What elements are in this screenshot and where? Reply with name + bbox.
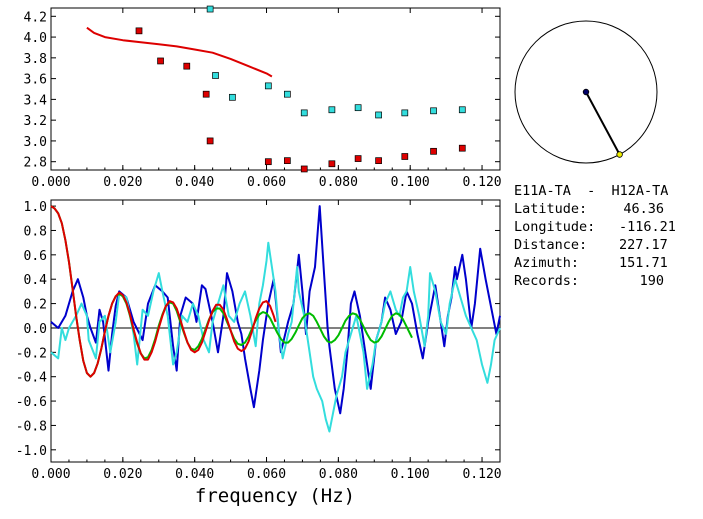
waveform-y-tick-label: -0.4 xyxy=(16,371,47,386)
latitude-value: 46.36 xyxy=(623,201,664,217)
red-data-point xyxy=(183,62,191,70)
station-center-dot xyxy=(582,88,590,96)
cyan-data-point xyxy=(430,107,437,115)
records-label: Records: xyxy=(514,273,580,289)
dispersion-panel: 0.000 0.020 0.040 0.060 0.080 0.100 0.120 2.8 3.… xyxy=(24,5,502,190)
dispersion-plot-frame xyxy=(50,7,501,171)
red-data-point xyxy=(354,155,362,162)
waveform-y-tick-label: -1.0 xyxy=(16,444,47,459)
cyan-data-point xyxy=(401,109,409,117)
waveform-y-tick-label: 0.4 xyxy=(24,273,48,288)
red-data-point xyxy=(375,157,382,165)
dispersion-y-tick-label: 3.2 xyxy=(24,114,47,129)
distance-label: Distance: xyxy=(514,237,588,253)
info-row-distance: Distance: 227.17 xyxy=(514,236,699,254)
dispersion-y-tick-label: 2.8 xyxy=(24,156,47,171)
records-value: 190 xyxy=(639,273,664,289)
red-series-line xyxy=(50,205,277,378)
waveform-x-tick-label: 0.080 xyxy=(319,467,358,482)
azimuth-line xyxy=(585,91,621,155)
red-data-point xyxy=(328,160,336,168)
longitude-label: Longitude: xyxy=(514,219,596,235)
cyan-series-line xyxy=(50,241,501,433)
info-row-longitude: Longitude: -116.21 xyxy=(514,218,699,236)
waveform-x-tick-label: 0.040 xyxy=(175,467,214,482)
waveform-x-tick-label: 0.120 xyxy=(462,467,501,482)
waveform-ticks: 0.000 0.020 0.040 0.060 0.080 0.100 0.120 1.0 0.… xyxy=(16,200,502,482)
cyan-data-point xyxy=(229,93,236,101)
dispersion-ticks: 0.000 0.020 0.040 0.060 0.080 0.100 0.120 2.8 3.… xyxy=(24,8,502,190)
dispersion-x-tick-label: 0.080 xyxy=(319,175,358,190)
compass-circle xyxy=(514,20,658,164)
waveform-y-tick-label: 0.0 xyxy=(24,322,47,337)
red-data-point xyxy=(284,157,291,165)
azimuth-label: Azimuth: xyxy=(514,255,580,271)
info-row-records: Records: 190 xyxy=(514,272,699,290)
x-axis-label: frequency (Hz) xyxy=(195,485,355,507)
waveform-y-tick-label: -0.8 xyxy=(16,419,47,434)
dispersion-y-tick-label: 3.4 xyxy=(24,93,48,108)
cyan-data-point xyxy=(264,82,272,90)
dispersion-y-tick-label: 3.6 xyxy=(24,73,47,88)
azimuth-end-dot xyxy=(616,151,623,158)
dispersion-y-tick-label: 4.2 xyxy=(24,10,47,25)
red-data-point xyxy=(135,27,143,35)
dispersion-x-tick-label: 0.000 xyxy=(31,175,70,190)
cyan-data-point xyxy=(206,5,214,13)
waveform-x-tick-label: 0.100 xyxy=(391,467,430,482)
red-data-point xyxy=(264,158,272,166)
red-series-line xyxy=(86,26,273,78)
waveform-y-tick-label: -0.2 xyxy=(16,346,47,361)
station-pair: E11A-TA - H12A-TA xyxy=(514,182,699,200)
cyan-data-point xyxy=(328,106,336,114)
dispersion-y-tick-label: 4.0 xyxy=(24,31,47,46)
waveform-x-tick-label: 0.020 xyxy=(103,467,142,482)
cyan-data-point xyxy=(354,104,362,112)
dispersion-x-tick-label: 0.060 xyxy=(247,175,286,190)
dispersion-x-tick-label: 0.120 xyxy=(462,175,501,190)
red-data-point xyxy=(401,153,409,160)
dispersion-x-tick-label: 0.100 xyxy=(391,175,430,190)
blue-series-line xyxy=(50,205,501,415)
red-data-point xyxy=(458,144,466,152)
red-data-point xyxy=(157,57,164,65)
waveform-y-tick-label: 0.6 xyxy=(24,249,47,264)
waveform-y-tick-label: -0.6 xyxy=(16,395,47,410)
waveform-x-tick-label: 0.060 xyxy=(247,467,286,482)
station-pair-text: E11A-TA - H12A-TA xyxy=(514,183,669,199)
cyan-data-point xyxy=(212,72,219,79)
dispersion-data xyxy=(86,5,466,173)
info-row-latitude: Latitude: 46.36 xyxy=(514,200,699,218)
dispersion-y-tick-label: 3.8 xyxy=(24,52,47,67)
dispersion-x-tick-label: 0.040 xyxy=(175,175,214,190)
waveform-panel: 0.000 0.020 0.040 0.060 0.080 0.100 0.120 1.0 0.… xyxy=(16,199,502,507)
station-info-panel: E11A-TA - H12A-TA Latitude: 46.36 Longit… xyxy=(514,182,699,290)
cyan-data-point xyxy=(284,90,291,98)
dispersion-y-tick-label: 3.0 xyxy=(24,135,47,150)
cyan-data-point xyxy=(300,109,308,117)
latitude-label: Latitude: xyxy=(514,201,588,217)
info-row-azimuth: Azimuth: 151.71 xyxy=(514,254,699,272)
azimuth-value: 151.71 xyxy=(619,255,668,271)
waveform-data xyxy=(50,205,501,433)
red-data-point xyxy=(430,147,437,155)
waveform-y-tick-label: 0.8 xyxy=(24,224,47,239)
waveform-x-tick-label: 0.000 xyxy=(31,467,70,482)
waveform-plot-frame xyxy=(50,199,501,463)
azimuth-compass xyxy=(514,20,658,164)
dispersion-x-tick-label: 0.020 xyxy=(103,175,142,190)
longitude-value: -116.21 xyxy=(619,219,676,235)
distance-value: 227.17 xyxy=(619,237,668,253)
red-data-point xyxy=(206,137,214,145)
cyan-data-point xyxy=(458,106,466,114)
red-data-point xyxy=(300,165,308,173)
waveform-y-tick-label: 0.2 xyxy=(24,298,47,313)
waveform-y-tick-label: 1.0 xyxy=(24,200,47,215)
red-data-point xyxy=(202,90,210,98)
cyan-data-point xyxy=(375,111,382,119)
